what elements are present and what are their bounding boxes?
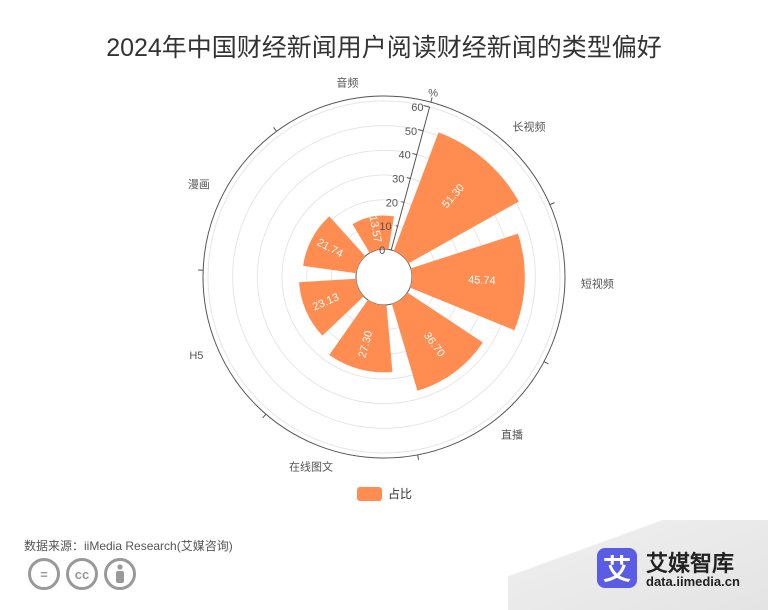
radial-tick-label: 10 (379, 221, 391, 233)
equals-icon: = (28, 558, 60, 590)
category-label: 漫画 (188, 177, 210, 191)
radial-tick-label: 30 (392, 173, 404, 185)
license-icons: = cc (28, 558, 136, 590)
bar-layer (299, 132, 525, 391)
brand-logo: 艾 (597, 548, 637, 588)
legend-swatch (357, 486, 382, 501)
category-label: 长视频 (513, 120, 546, 134)
angle-tick (417, 454, 420, 460)
radial-tick (417, 129, 424, 132)
angle-tick (262, 413, 267, 419)
category-label: 音频 (336, 75, 358, 89)
grid-ring (207, 100, 561, 454)
radial-tick-label: 40 (399, 150, 411, 162)
bar-3[interactable] (391, 292, 483, 391)
brand-url: data.iimedia.cn (646, 574, 740, 589)
radial-tick-label: 50 (405, 126, 417, 138)
radial-tick-label: 20 (386, 197, 398, 209)
legend-label: 占比 (388, 487, 413, 501)
source-note: 数据来源：iiMedia Research(艾媒咨询) (24, 539, 233, 553)
radial-tick (401, 201, 405, 203)
brand-background (508, 520, 768, 610)
legend[interactable]: 占比 (357, 485, 412, 502)
bar-7[interactable] (352, 215, 394, 253)
grid-layer (198, 95, 566, 460)
person-icon (104, 558, 136, 590)
radial-axis: 0 10 20 30 40 50 60% (379, 87, 438, 256)
radial-tick (406, 177, 411, 179)
radial-tick-label: 60 (411, 102, 423, 114)
radial-unit-label: % (428, 87, 438, 99)
brand-name: 艾媒智库 (646, 551, 735, 576)
category-label: 直播 (501, 428, 523, 442)
angle-tick (543, 361, 549, 365)
chart-title: 2024年中国财经新闻用户阅读财经新闻的类型偏好 (106, 34, 662, 62)
value-label: 13.57 (366, 214, 383, 243)
bar-1[interactable] (393, 132, 519, 264)
bar-2[interactable] (409, 233, 525, 331)
outer-ring (202, 95, 566, 459)
category-label: 短视频 (581, 276, 614, 290)
angle-tick (430, 97, 433, 103)
bar-6[interactable] (303, 216, 366, 274)
radial-tick (423, 105, 430, 108)
bar-5[interactable] (299, 278, 364, 336)
cc-icon: cc (66, 558, 98, 590)
value-label: 45.74 (468, 274, 496, 287)
radial-tick (412, 153, 417, 156)
grid-ring (232, 125, 536, 429)
angle-tick (549, 202, 555, 206)
radial-tick-label: 0 (379, 245, 385, 257)
category-label: H5 (189, 350, 203, 362)
angle-tick (273, 127, 277, 132)
inner-ring (355, 248, 413, 306)
bar-4[interactable] (329, 299, 393, 373)
category-label: 在线图文 (289, 459, 333, 473)
